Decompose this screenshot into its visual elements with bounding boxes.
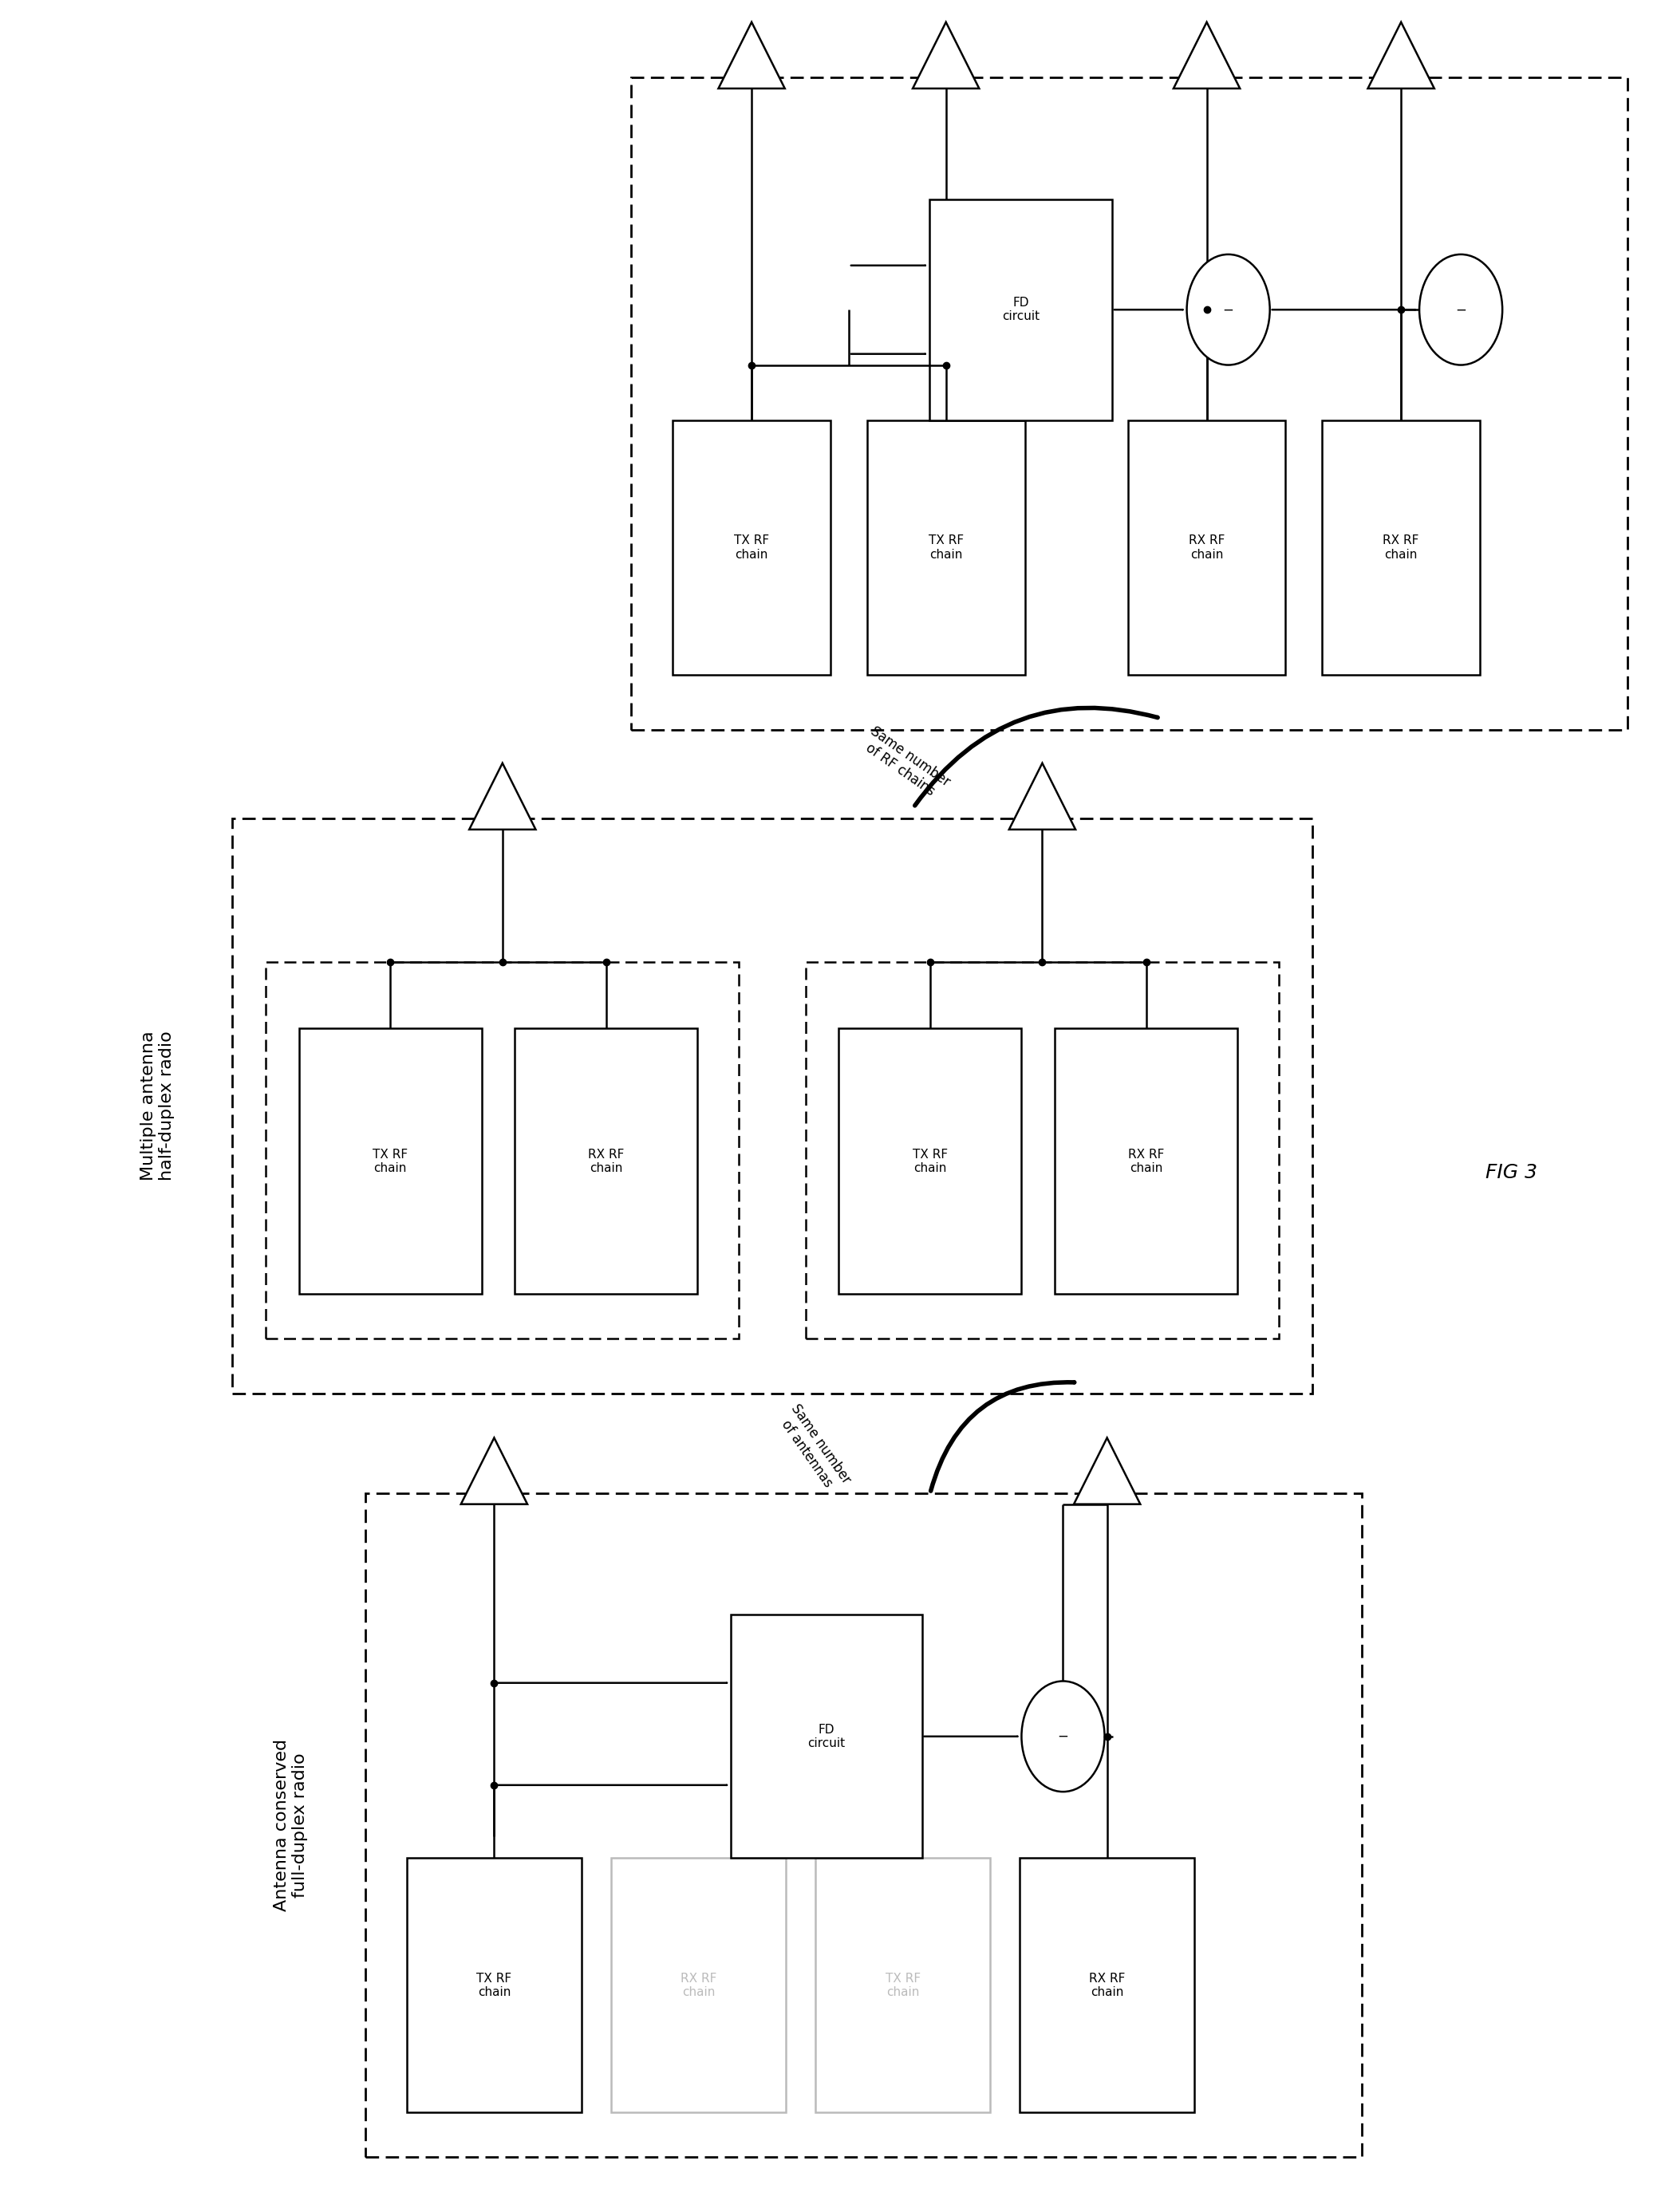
Text: FD
circuit: FD circuit xyxy=(1002,296,1040,323)
Bar xyxy=(233,818,1312,1394)
Polygon shape xyxy=(460,1438,527,1504)
Circle shape xyxy=(1418,254,1502,365)
Polygon shape xyxy=(1073,1438,1139,1504)
Text: RX RF
chain: RX RF chain xyxy=(1128,1148,1164,1175)
Bar xyxy=(299,1029,482,1294)
Bar xyxy=(611,1858,786,2112)
Text: FD
circuit: FD circuit xyxy=(807,1723,845,1750)
Text: Antenna conserved
full-duplex radio: Antenna conserved full-duplex radio xyxy=(274,1739,307,1911)
Bar xyxy=(631,77,1628,730)
Polygon shape xyxy=(718,22,786,88)
Bar xyxy=(839,1029,1022,1294)
FancyArrowPatch shape xyxy=(930,1382,1075,1491)
Bar xyxy=(731,1615,922,1858)
Bar xyxy=(1020,1858,1194,2112)
Polygon shape xyxy=(1369,22,1433,88)
Text: RX RF
chain: RX RF chain xyxy=(1090,1973,1124,1997)
Text: TX RF
chain: TX RF chain xyxy=(912,1148,948,1175)
Bar xyxy=(928,199,1111,420)
Bar xyxy=(816,1858,990,2112)
Bar xyxy=(673,420,830,675)
Text: −: − xyxy=(1455,303,1467,316)
Bar xyxy=(1128,420,1286,675)
Bar xyxy=(867,420,1025,675)
Text: −: − xyxy=(1058,1730,1068,1743)
Text: Same number
of RF chains: Same number of RF chains xyxy=(859,723,952,803)
Polygon shape xyxy=(468,763,535,830)
Bar xyxy=(1055,1029,1237,1294)
Text: RX RF
chain: RX RF chain xyxy=(1189,535,1224,560)
Text: Multiple antenna
half-duplex radio: Multiple antenna half-duplex radio xyxy=(141,1031,174,1181)
Text: RX RF
chain: RX RF chain xyxy=(681,1973,716,1997)
Text: TX RF
chain: TX RF chain xyxy=(477,1973,512,1997)
Text: TX RF
chain: TX RF chain xyxy=(372,1148,409,1175)
Text: FIG 3: FIG 3 xyxy=(1485,1164,1538,1181)
Bar xyxy=(266,962,739,1338)
Text: TX RF
chain: TX RF chain xyxy=(885,1973,920,1997)
Polygon shape xyxy=(914,22,978,88)
Polygon shape xyxy=(1173,22,1239,88)
Text: Same number
of antennas: Same number of antennas xyxy=(774,1402,854,1495)
Bar xyxy=(515,1029,698,1294)
Bar xyxy=(407,1858,581,2112)
Bar xyxy=(806,962,1279,1338)
Text: TX RF
chain: TX RF chain xyxy=(928,535,963,560)
Circle shape xyxy=(1186,254,1271,365)
Text: RX RF
chain: RX RF chain xyxy=(1384,535,1418,560)
Bar xyxy=(1322,420,1480,675)
Text: TX RF
chain: TX RF chain xyxy=(734,535,769,560)
Circle shape xyxy=(1022,1681,1105,1792)
FancyArrowPatch shape xyxy=(915,708,1158,805)
Text: −: − xyxy=(1222,303,1234,316)
Polygon shape xyxy=(1010,763,1076,830)
Text: RX RF
chain: RX RF chain xyxy=(588,1148,625,1175)
Bar xyxy=(365,1493,1362,2157)
